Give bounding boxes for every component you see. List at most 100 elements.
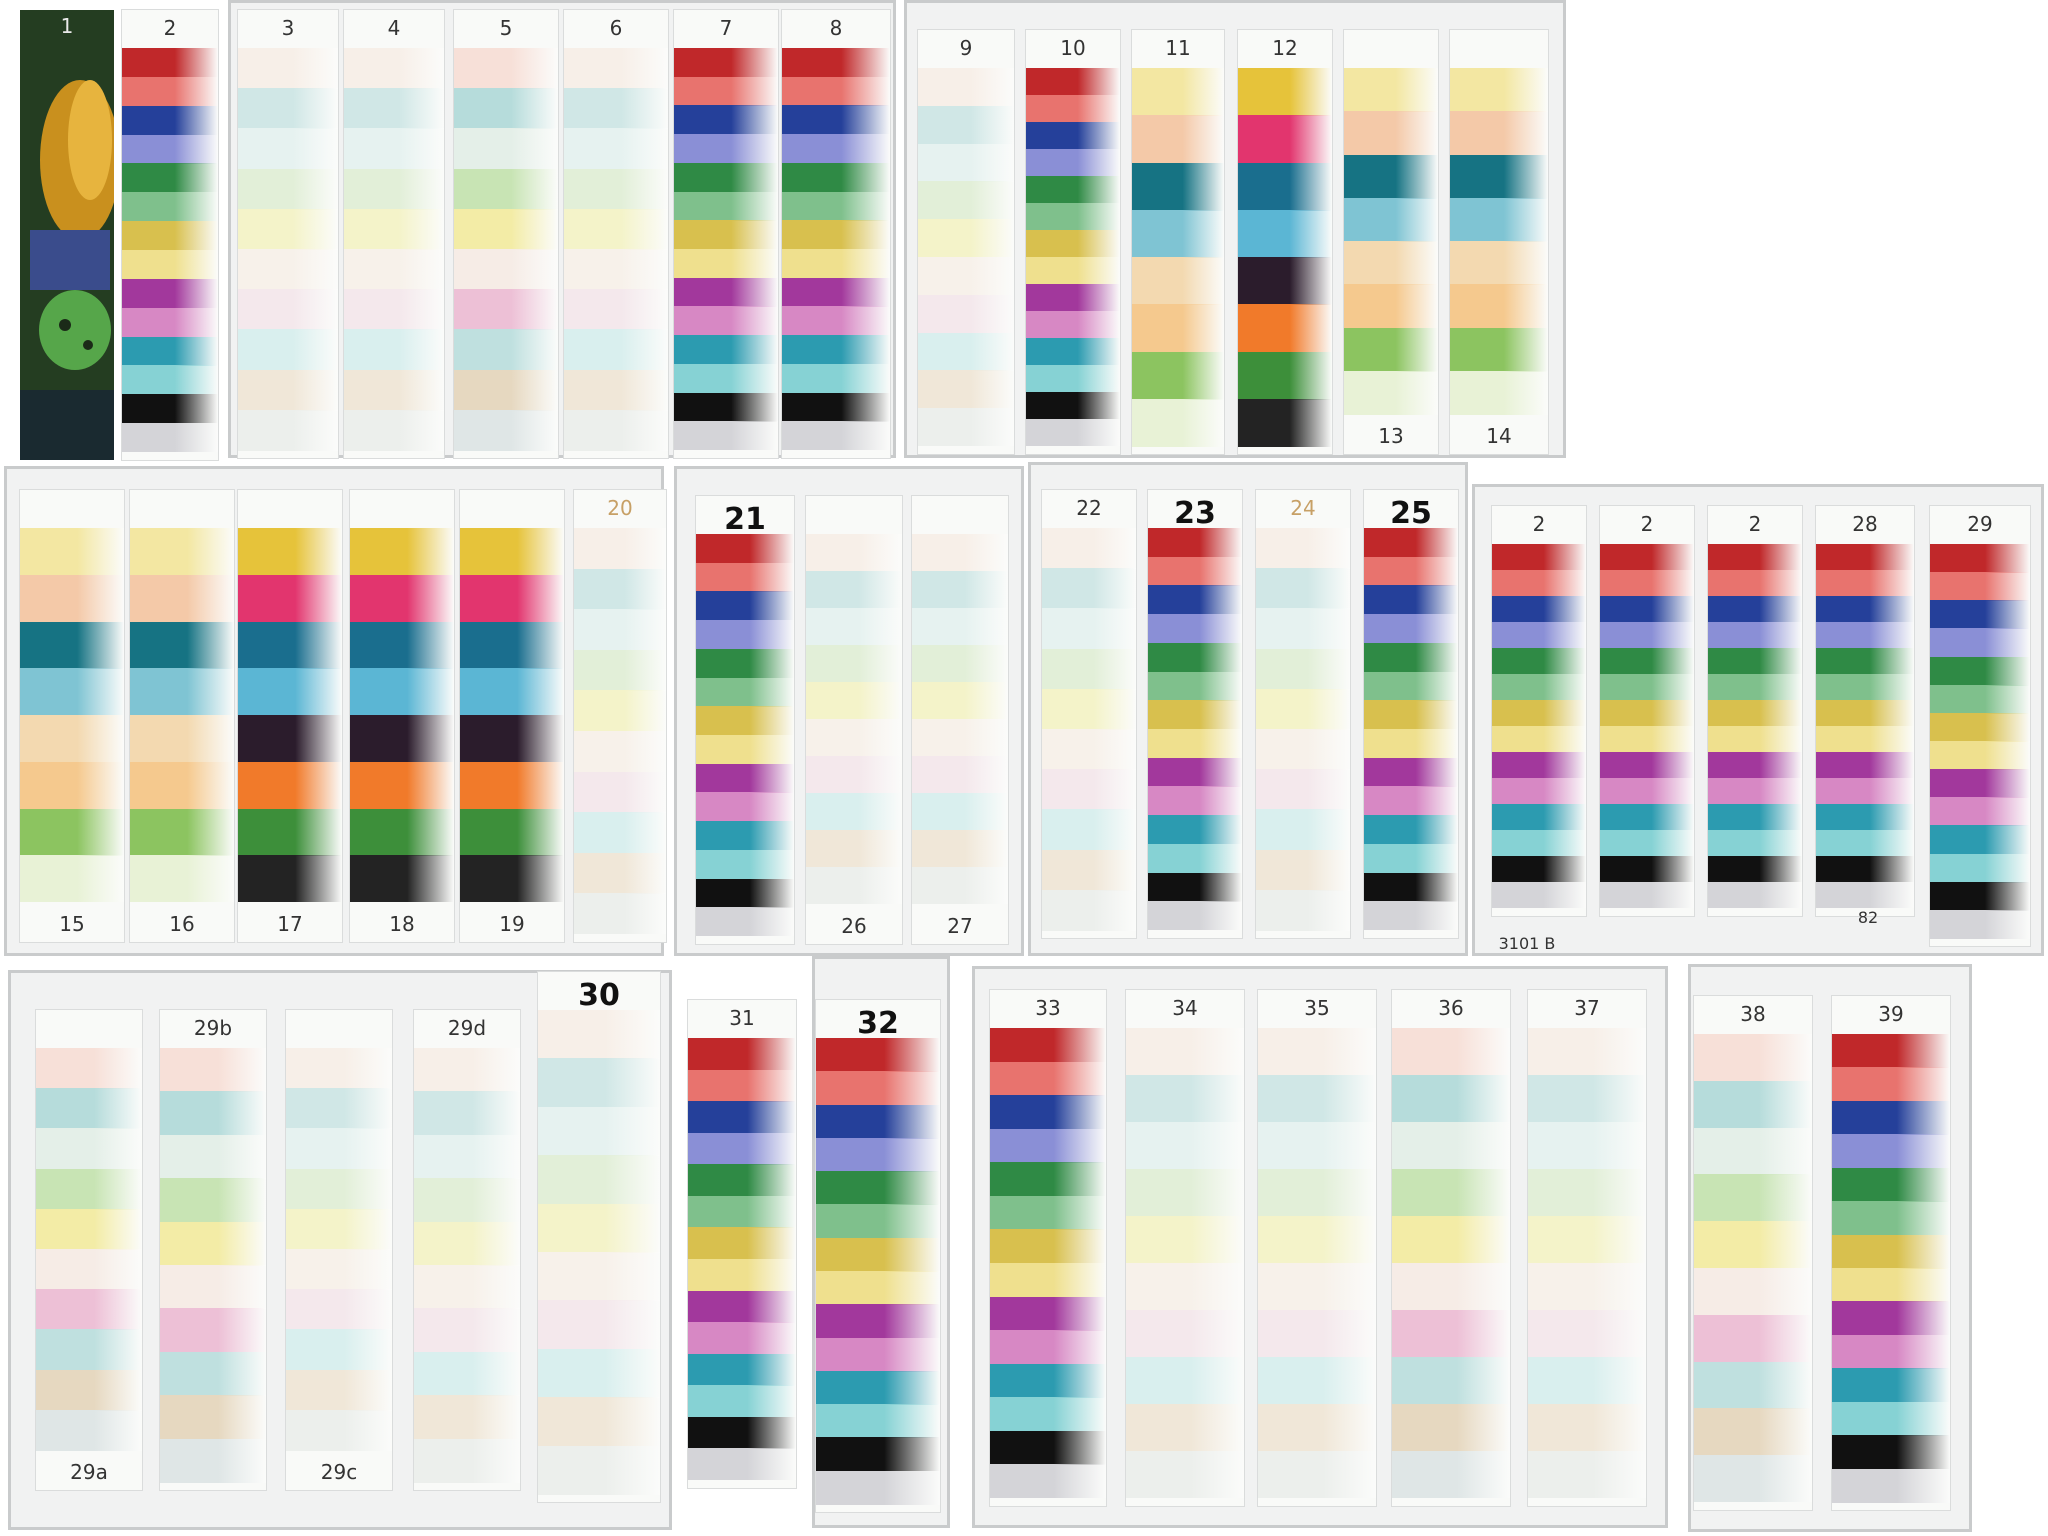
color-swatch — [806, 756, 902, 793]
color-swatch — [696, 792, 794, 822]
color-swatch — [1392, 1075, 1510, 1122]
strip-label: 36 — [1438, 996, 1464, 1020]
color-swatch — [1694, 1268, 1812, 1315]
color-swatch — [918, 370, 1014, 409]
strip-35: 35 — [1258, 990, 1376, 1506]
strip-label: 18 — [389, 912, 415, 936]
color-swatch — [36, 1289, 142, 1331]
color-swatch — [538, 1155, 660, 1205]
color-swatch — [1258, 1028, 1376, 1075]
color-swatch — [130, 715, 234, 762]
color-swatch — [1132, 209, 1224, 258]
color-swatch — [912, 719, 1008, 756]
color-swatch — [122, 48, 218, 77]
color-swatch — [564, 369, 668, 411]
color-swatch — [912, 793, 1008, 830]
board-code-label: 3101 B — [1498, 934, 1556, 953]
color-swatch — [1126, 1357, 1244, 1404]
strip-label: 34 — [1172, 996, 1198, 1020]
color-swatch — [414, 1091, 520, 1136]
color-swatch — [1600, 804, 1694, 830]
color-swatch — [1026, 419, 1120, 446]
color-swatch — [238, 761, 342, 809]
color-swatch — [1694, 1127, 1812, 1175]
color-swatch — [36, 1329, 142, 1371]
strip-label: 39 — [1878, 1002, 1904, 1026]
strip-label: 25 — [1390, 496, 1432, 531]
strip-23: 23 — [1148, 490, 1242, 938]
color-swatch — [20, 808, 124, 856]
strip-29: 29 — [1930, 506, 2030, 946]
color-swatch — [574, 771, 666, 813]
color-swatch — [286, 1289, 392, 1331]
color-swatch — [160, 1091, 266, 1136]
color-swatch — [1258, 1451, 1376, 1498]
color-swatch — [806, 867, 902, 904]
strip-label: 33 — [1035, 996, 1061, 1020]
color-swatch — [816, 1337, 940, 1372]
color-swatch — [688, 1069, 796, 1102]
color-swatch — [414, 1178, 520, 1223]
color-swatch — [564, 409, 668, 451]
strip-label: 12 — [1272, 36, 1298, 60]
color-swatch — [1492, 752, 1586, 778]
color-swatch — [350, 668, 454, 716]
color-swatch — [160, 1134, 266, 1179]
color-swatch — [130, 621, 234, 669]
color-swatch — [160, 1221, 266, 1266]
color-swatch — [1832, 1401, 1950, 1436]
color-swatch — [564, 88, 668, 130]
color-swatch — [1126, 1028, 1244, 1075]
color-swatch — [1344, 197, 1438, 242]
color-swatch — [538, 1106, 660, 1156]
color-swatch — [688, 1385, 796, 1418]
strip-20: 20 — [574, 490, 666, 942]
strip-label: 26 — [841, 914, 867, 938]
color-swatch — [816, 1038, 940, 1072]
color-swatch — [564, 128, 668, 170]
color-swatch — [1042, 568, 1136, 610]
color-swatch — [782, 249, 890, 278]
color-swatch — [1492, 622, 1586, 648]
strip-28: 28 — [1816, 506, 1914, 916]
color-swatch — [918, 294, 1014, 333]
color-swatch — [1708, 700, 1802, 726]
strip-label: 35 — [1304, 996, 1330, 1020]
color-swatch — [460, 715, 564, 762]
color-swatch — [344, 128, 444, 170]
color-swatch — [564, 249, 668, 290]
color-swatch — [1026, 365, 1120, 392]
color-swatch — [918, 181, 1014, 220]
color-swatch — [1816, 882, 1914, 908]
color-swatch — [454, 48, 558, 89]
color-swatch — [688, 1259, 796, 1291]
color-swatch — [1832, 1435, 1950, 1470]
strip-33: 33 — [990, 990, 1106, 1506]
color-swatch — [1600, 726, 1694, 752]
color-swatch — [1930, 741, 2030, 770]
color-swatch — [1392, 1310, 1510, 1357]
color-swatch — [1832, 1067, 1950, 1102]
color-swatch — [1816, 544, 1914, 570]
color-swatch — [1256, 729, 1350, 770]
color-swatch — [1026, 230, 1120, 257]
color-swatch — [1694, 1314, 1812, 1362]
color-swatch — [1344, 241, 1438, 285]
color-swatch — [36, 1249, 142, 1290]
color-swatch — [1528, 1075, 1646, 1122]
color-swatch — [1344, 284, 1438, 329]
color-swatch — [1126, 1263, 1244, 1310]
strip-30: 30 — [538, 972, 660, 1502]
color-swatch — [1042, 608, 1136, 650]
color-swatch — [1930, 853, 2030, 883]
color-swatch — [1132, 398, 1224, 447]
color-swatch — [1816, 674, 1914, 700]
strip-25: 25 — [1364, 490, 1458, 938]
color-swatch — [1256, 568, 1350, 610]
color-swatch — [674, 162, 778, 192]
color-swatch — [414, 1395, 520, 1440]
color-swatch — [350, 855, 454, 903]
color-swatch — [1528, 1216, 1646, 1263]
color-swatch — [782, 191, 890, 221]
color-swatch — [238, 88, 338, 130]
